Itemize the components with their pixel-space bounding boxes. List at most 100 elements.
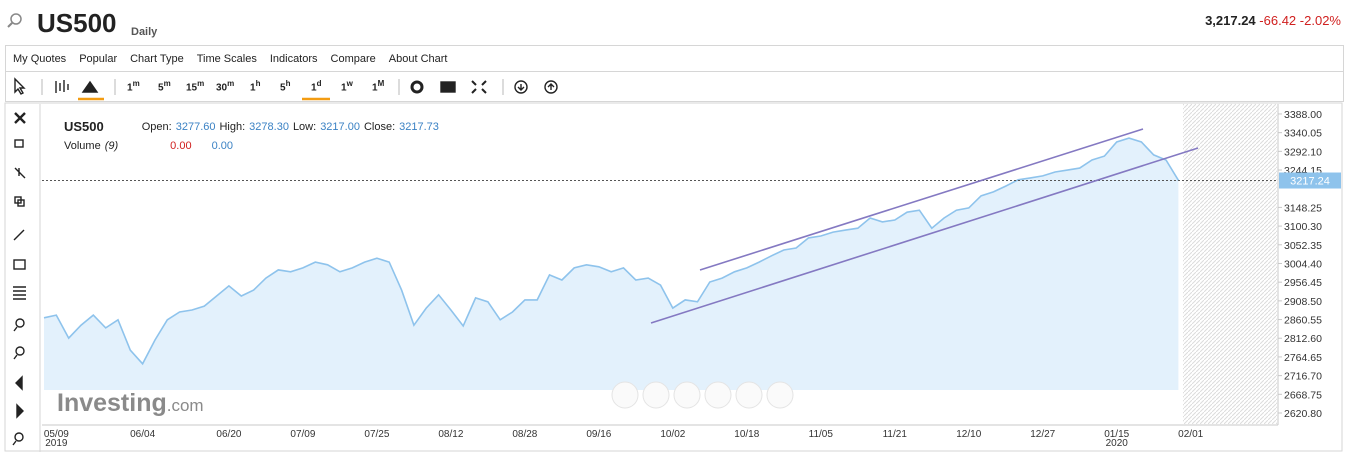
download[interactable] (514, 80, 528, 94)
x-tick-label: 08/28 (512, 429, 537, 440)
sidebar-tools (12, 112, 26, 446)
future-area (1183, 104, 1277, 424)
tool-rect[interactable] (13, 259, 26, 270)
x-tick-label: 11/21 (883, 429, 908, 440)
area-line (43, 137, 1180, 366)
tool-line[interactable] (13, 229, 25, 241)
x-tick-label: 09/16 (586, 429, 611, 440)
menu-item[interactable]: About Chart (388, 52, 448, 65)
zoom-reset[interactable] (673, 381, 701, 409)
y-tick-label: 2620.80 (1284, 408, 1322, 420)
interval-unit: m (197, 79, 205, 88)
tool-zoom-in[interactable] (15, 318, 25, 328)
toolbar-icons (14, 77, 558, 101)
interval-unit: h (255, 79, 261, 88)
interval-button[interactable]: 1w (341, 79, 353, 93)
zoom-in[interactable] (642, 381, 670, 409)
x-tick-label: 06/20 (216, 429, 241, 440)
close-label: Close: (363, 120, 396, 133)
upload-arrow (547, 83, 555, 90)
y-tick-label: 3292.10 (1284, 146, 1322, 158)
interval-number: 5 (280, 82, 286, 94)
screenshot[interactable] (440, 81, 456, 93)
trend-channel-lower[interactable] (650, 147, 1199, 324)
tool-delete[interactable] (14, 112, 26, 124)
interval-number: 1 (127, 82, 133, 94)
info-symbol: US500 (64, 119, 104, 134)
y-tick-label: 3340.05 (1284, 128, 1322, 140)
tool-select[interactable] (14, 139, 24, 148)
menu-item[interactable]: Compare (330, 52, 376, 65)
y-tick-label: 3052.35 (1284, 240, 1322, 252)
area-type[interactable] (81, 80, 99, 93)
y-tick-label: 2956.45 (1284, 277, 1322, 289)
volume-label: Volume (64, 140, 101, 152)
interval-button[interactable]: 15m (186, 79, 204, 93)
interval-button[interactable]: 1M (372, 79, 384, 93)
x-tick-label: 07/25 (364, 429, 389, 440)
candle-type[interactable] (55, 80, 69, 93)
interval-button[interactable]: 5m (158, 79, 171, 93)
interval-number: 5 (158, 82, 164, 94)
y-tick-label: 2716.70 (1284, 371, 1322, 383)
pan-right[interactable] (766, 381, 794, 409)
tool-clone-back[interactable] (17, 199, 25, 207)
interval-button[interactable]: 5h (280, 79, 290, 93)
upload[interactable] (544, 80, 558, 94)
y-tick-label: 2812.60 (1284, 333, 1322, 345)
fullscreen[interactable] (471, 80, 487, 94)
settings[interactable] (410, 80, 424, 94)
tool-fib[interactable] (13, 286, 26, 300)
tool-zoom-out[interactable] (15, 346, 25, 356)
quote: 3,217.24 -66.42 -2.02% (1205, 13, 1341, 28)
menu-item[interactable]: Chart Type (130, 52, 184, 65)
tool-zoom-out-handle (13, 354, 18, 360)
y-tick-label: 3100.30 (1284, 221, 1322, 233)
tool-search[interactable] (14, 432, 24, 442)
tool-search-handle (12, 440, 17, 446)
interval-number: 1 (341, 82, 347, 94)
cursor-tool[interactable] (14, 77, 26, 95)
interval-button[interactable]: 1m (127, 79, 140, 93)
interval-button[interactable]: 30m (216, 79, 234, 93)
watermark: Investing.com (57, 389, 204, 417)
interval-unit: h (285, 79, 291, 88)
zoom-out[interactable] (704, 381, 732, 409)
interval-unit: d (316, 79, 322, 88)
menu-item[interactable]: My Quotes (13, 52, 67, 65)
last-price-badge (1279, 172, 1341, 189)
x-tick-label: 12/27 (1030, 429, 1055, 440)
search-icon[interactable] (10, 13, 22, 25)
trend-channel-upper[interactable] (699, 128, 1144, 271)
interval-button[interactable]: 1h (250, 79, 260, 93)
interval-unit: m (163, 79, 171, 88)
interval-button[interactable]: 1d (311, 79, 321, 93)
x-tick-label: 06/04 (130, 429, 155, 440)
x-tick-label: 01/15 (1104, 429, 1129, 440)
x-tick-year: 2019 (45, 438, 68, 449)
menu-item[interactable]: Indicators (269, 52, 318, 65)
high-value: 3278.30 (249, 120, 289, 133)
x-tick-label: 10/18 (734, 429, 759, 440)
menu-item[interactable]: Popular (79, 52, 118, 65)
tool-zoom-in-handle (13, 326, 18, 332)
tool-forward[interactable] (16, 403, 24, 419)
x-tick-label: 02/01 (1178, 429, 1203, 440)
low-label: Low: (292, 120, 317, 133)
tool-back[interactable] (15, 375, 23, 391)
change-pct: -2.02% (1299, 13, 1341, 28)
x-tick-label: 12/10 (956, 429, 981, 440)
y-tick-label: 3004.40 (1284, 258, 1322, 270)
area-fill (44, 138, 1179, 390)
interval-unit: m (227, 79, 235, 88)
x-tick-label: 05/09 (44, 429, 69, 440)
y-tick-label: 2860.55 (1284, 315, 1322, 327)
zoom-fit[interactable] (735, 381, 763, 409)
menu-item[interactable]: Time Scales (196, 52, 257, 65)
tool-magnet[interactable] (14, 167, 26, 179)
volume-row: Volume (9) 0.00 0.00 (64, 140, 439, 152)
pan-left[interactable] (611, 381, 639, 409)
chart-frame (4, 102, 1343, 452)
price: 3,217.24 (1205, 13, 1256, 28)
